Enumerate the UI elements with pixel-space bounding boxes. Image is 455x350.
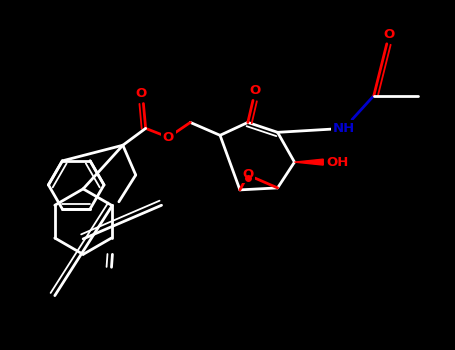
Text: NH: NH xyxy=(333,122,355,135)
Text: O: O xyxy=(249,84,260,97)
Text: OH: OH xyxy=(326,156,349,169)
Text: O: O xyxy=(135,87,147,100)
Text: O: O xyxy=(242,168,253,182)
Text: O: O xyxy=(383,28,394,41)
Text: O: O xyxy=(163,131,174,144)
Polygon shape xyxy=(294,159,323,165)
